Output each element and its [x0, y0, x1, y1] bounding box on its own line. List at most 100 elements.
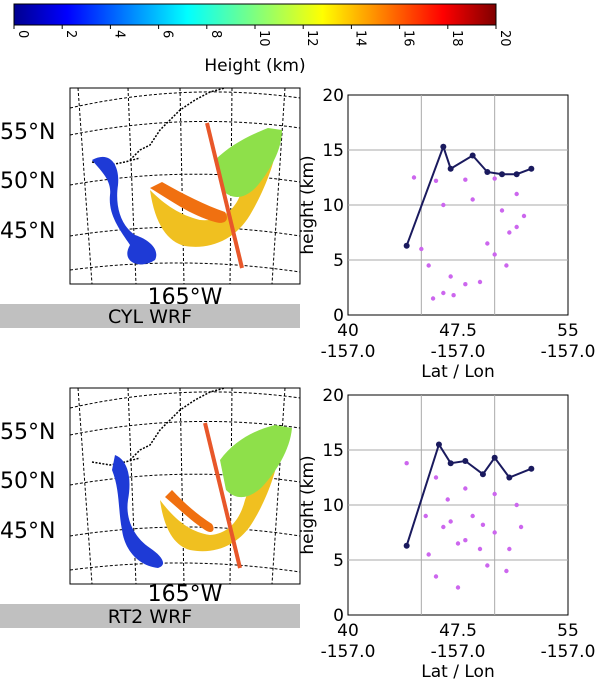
x-tick-lon: -157.0 — [541, 342, 596, 362]
data-point — [499, 171, 505, 178]
data-point — [470, 197, 475, 202]
data-point — [403, 242, 410, 249]
data-point — [403, 542, 410, 549]
colorbar-tick-label: 2 — [63, 30, 78, 38]
x-tick-lat: 47.5 — [439, 621, 477, 641]
data-point — [426, 552, 431, 557]
y-tick-label: 0 — [333, 306, 344, 326]
x-tick-lat: 55 — [557, 621, 579, 641]
data-point — [423, 513, 428, 519]
data-point — [463, 486, 468, 491]
series-line — [405, 442, 532, 547]
data-point — [491, 454, 498, 461]
data-point — [411, 175, 417, 180]
y-tick-label: 15 — [322, 141, 344, 161]
data-point — [484, 169, 491, 175]
map-graticule — [70, 388, 300, 584]
panel-label-top: CYL WRF — [0, 304, 300, 328]
data-point — [404, 461, 409, 466]
transect-line — [203, 422, 242, 569]
y-tick-label: 10 — [322, 196, 344, 216]
data-point — [470, 513, 475, 519]
data-point — [463, 282, 468, 287]
data-point — [518, 524, 524, 530]
data-point — [507, 546, 512, 552]
y-tick-label: 0 — [333, 606, 344, 626]
x-tick-lon: -157.0 — [321, 342, 376, 362]
data-point — [480, 522, 486, 527]
data-point — [433, 178, 439, 183]
plume-mid — [160, 440, 280, 552]
x-axis-label: Lat / Lon — [421, 662, 494, 682]
data-point — [504, 263, 509, 268]
plume-band — [165, 490, 214, 533]
data-point — [507, 230, 512, 235]
lat-label-50: 50°N — [0, 469, 55, 494]
data-point — [433, 574, 439, 579]
plume-band — [150, 182, 227, 223]
data-point — [455, 585, 461, 590]
colorbar-gradient — [13, 3, 497, 26]
lat-label-55: 55°N — [0, 420, 55, 445]
y-tick-label: 15 — [322, 441, 344, 461]
data-point — [463, 538, 468, 543]
data-point — [441, 524, 446, 530]
plume-mid — [150, 135, 278, 247]
data-point — [430, 296, 436, 301]
panel-label-bar — [0, 304, 300, 328]
data-point — [485, 241, 490, 246]
data-point — [426, 263, 431, 268]
coastline — [91, 88, 226, 166]
x-tick-lat: 47.5 — [439, 321, 477, 341]
series-1 — [403, 143, 535, 249]
panel-label-bottom: RT2 WRF — [0, 604, 300, 628]
panel-label-text: RT2 WRF — [108, 606, 192, 628]
plume-high — [215, 128, 282, 197]
data-point — [469, 152, 476, 159]
data-point — [463, 177, 468, 182]
y-tick-label: 20 — [322, 386, 344, 406]
data-point — [528, 165, 535, 172]
data-point — [485, 563, 490, 568]
map-frame — [69, 87, 301, 285]
colorbar-tick-label: 20 — [497, 30, 512, 47]
panel-label-bar — [0, 604, 300, 628]
colorbar-tick-label: 6 — [160, 30, 175, 38]
data-point — [477, 279, 483, 285]
colorbar-tick-label: 4 — [111, 30, 126, 38]
data-point — [477, 546, 483, 552]
data-point — [447, 460, 454, 467]
data-point — [492, 252, 497, 257]
y-tick-label: 10 — [322, 496, 344, 516]
lon-label: 165°W — [148, 582, 223, 607]
plume-low — [92, 156, 157, 265]
y-axis-label: height (km) — [298, 155, 318, 254]
data-point — [433, 475, 439, 480]
data-point — [448, 274, 453, 279]
colorbar-tick-label: 8 — [208, 30, 223, 38]
plume-low — [112, 455, 164, 568]
scatter-plot-top: 0510152040-157.047.5-157.055-157.0height… — [298, 86, 595, 382]
colorbar-ticks: 0 2 4 6 8 10 12 14 16 18 20 — [13, 25, 512, 47]
data-point — [506, 474, 513, 481]
data-point — [419, 246, 424, 252]
colorbar-tick-label: 10 — [256, 30, 271, 47]
lat-label-50: 50°N — [0, 169, 55, 194]
lat-label-55: 55°N — [0, 120, 55, 145]
series-0 — [404, 461, 524, 590]
data-point — [528, 465, 535, 472]
data-point — [448, 519, 453, 524]
panel-label-text: CYL WRF — [108, 306, 192, 328]
data-point — [441, 290, 446, 296]
data-point — [445, 497, 450, 502]
colorbar-tick-label: 14 — [352, 30, 367, 47]
data-point — [492, 491, 497, 497]
x-tick-lon: -157.0 — [541, 642, 596, 662]
y-tick-label: 20 — [322, 86, 344, 106]
y-axis-label: height (km) — [298, 455, 318, 554]
colorbar-tick-label: 0 — [15, 30, 30, 38]
x-tick-lon: -157.0 — [321, 642, 376, 662]
plume-high — [220, 425, 292, 498]
x-tick-lon: -157.0 — [431, 342, 486, 362]
colorbar-tick-label: 18 — [449, 30, 464, 47]
